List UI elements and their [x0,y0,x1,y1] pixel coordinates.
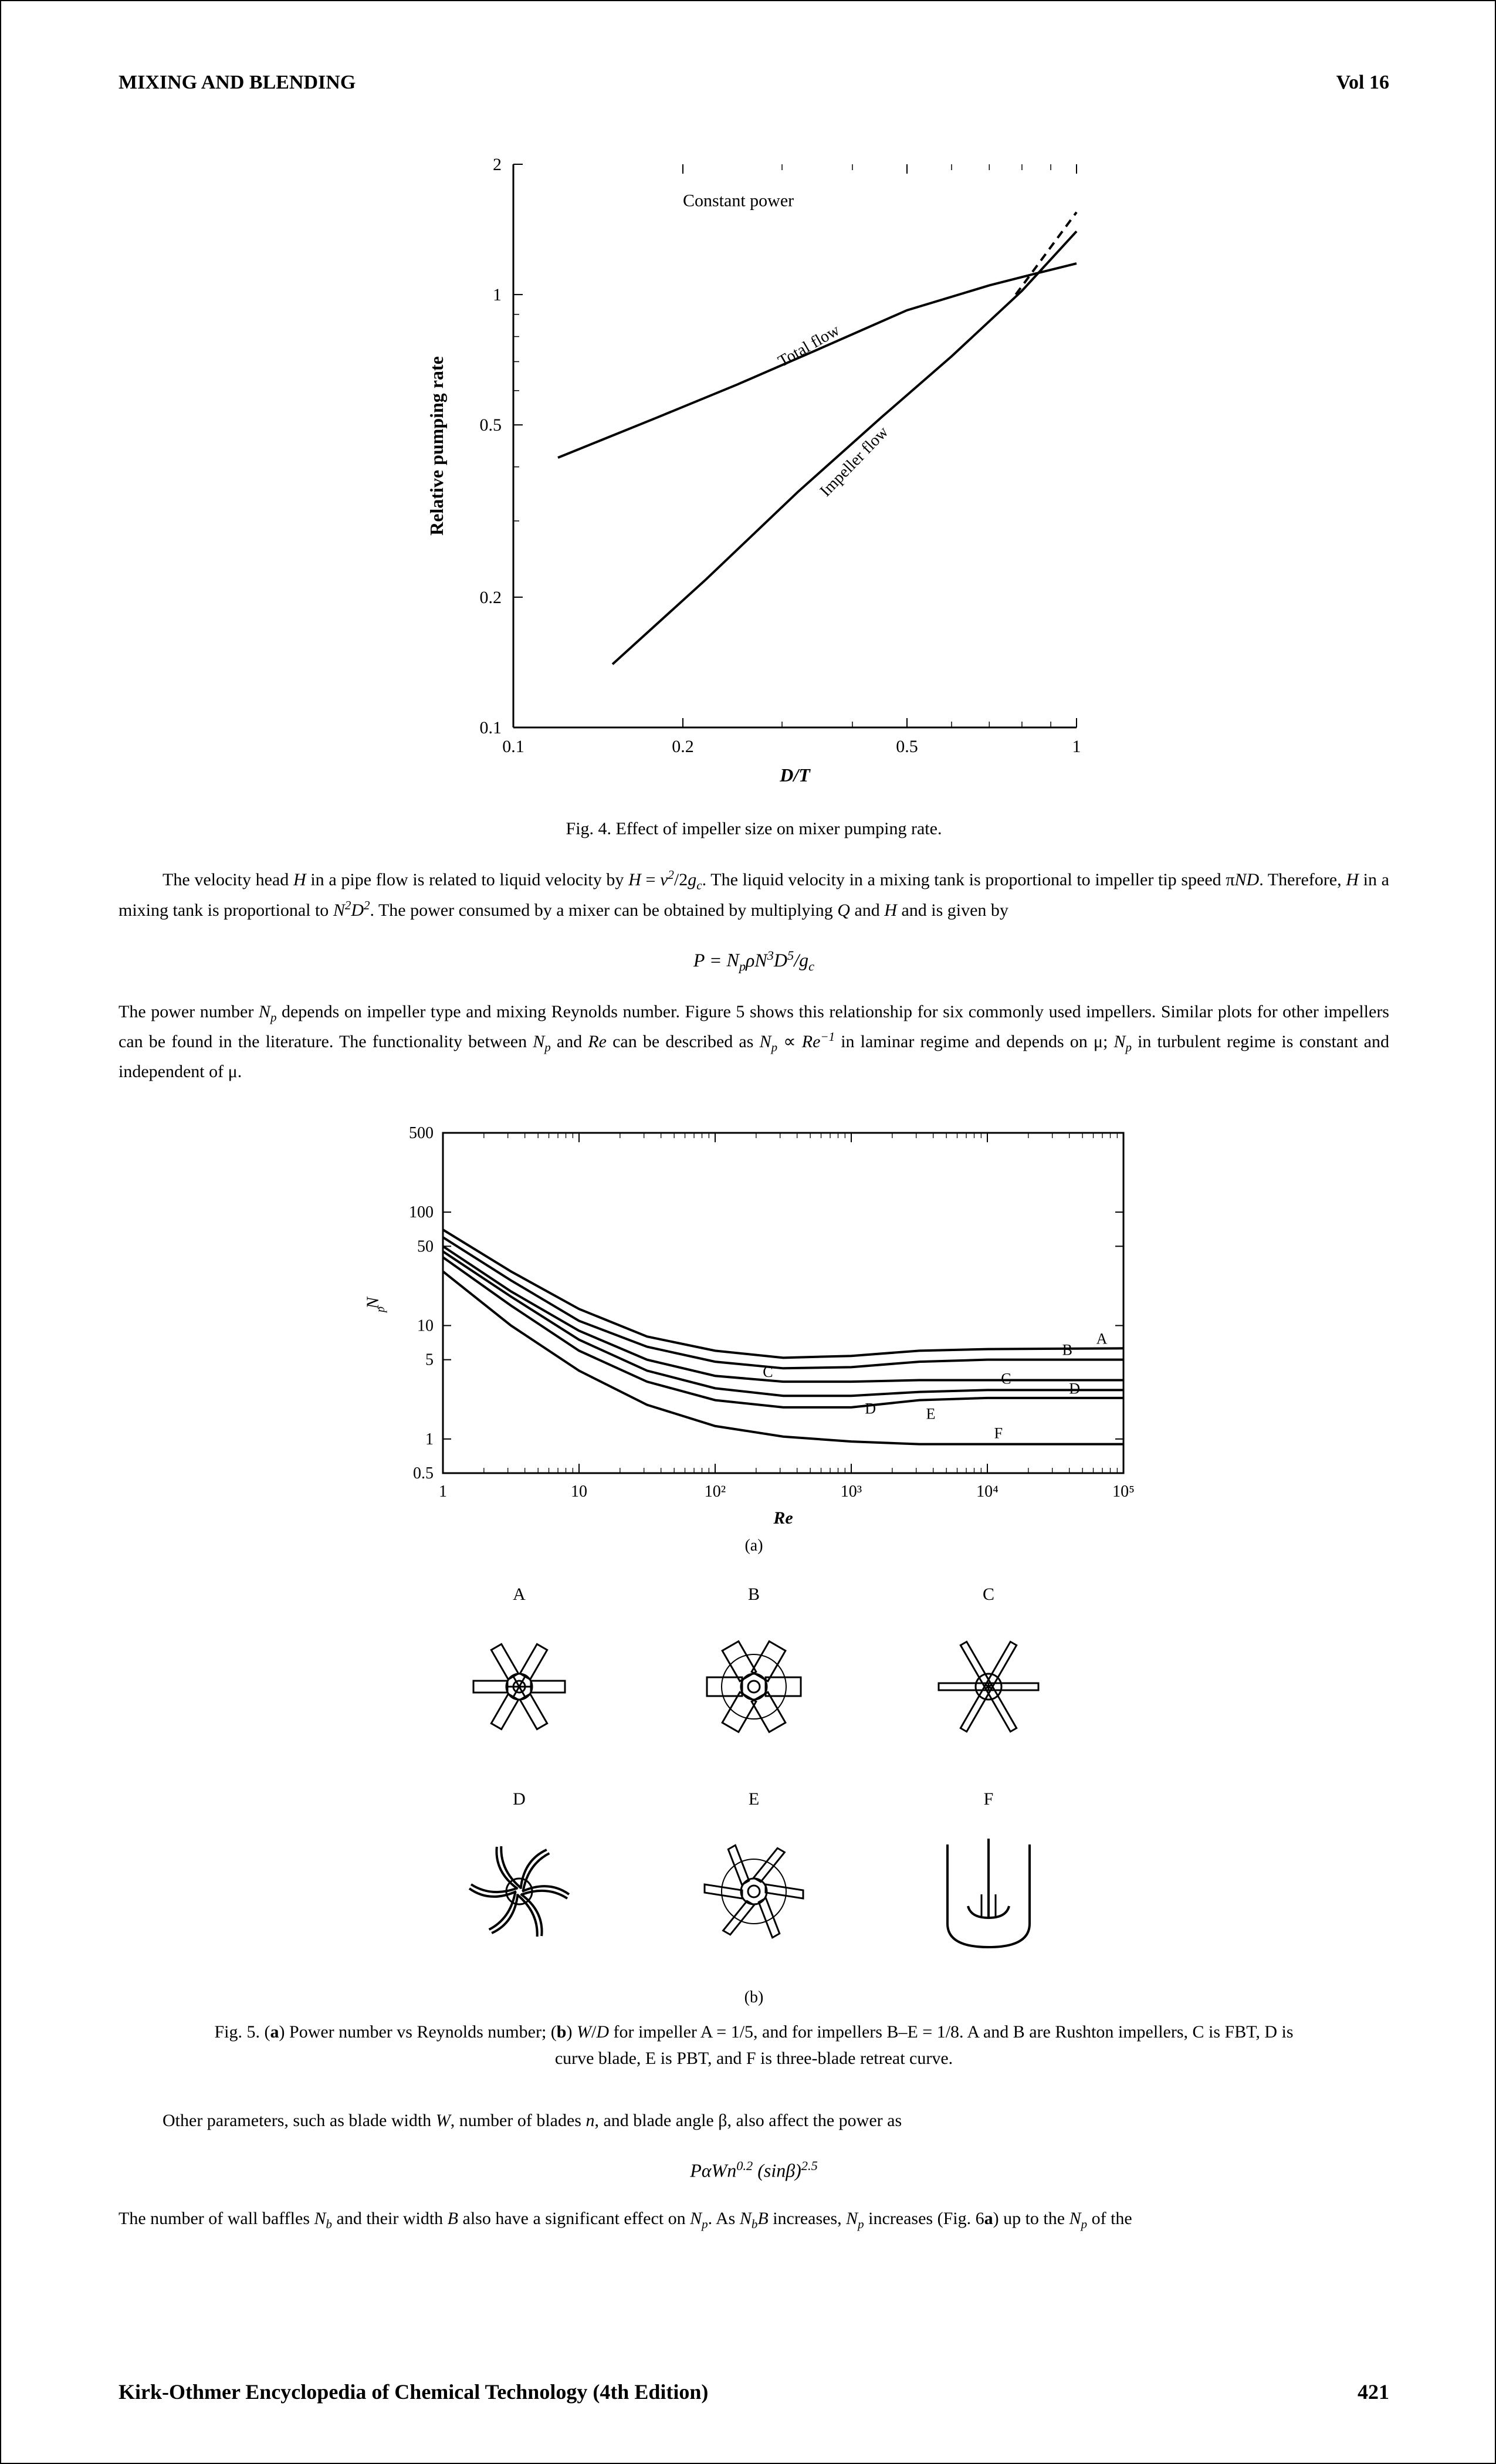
impeller-label: D [425,1789,613,1809]
figure-5b: A B C D E F (b) Fig. 5. (a) Power number vs R… [119,1555,1389,2072]
svg-text:Constant power: Constant power [683,191,794,211]
svg-text:E: E [926,1405,936,1422]
svg-text:0.5: 0.5 [480,415,502,435]
svg-text:0.1: 0.1 [480,718,502,737]
svg-text:F: F [994,1424,1003,1441]
svg-text:10: 10 [571,1483,587,1501]
page-footer: Kirk-Othmer Encyclopedia of Chemical Tec… [119,2380,1389,2404]
svg-text:100: 100 [409,1203,434,1221]
svg-text:50: 50 [417,1237,434,1255]
figure-5a: 1 10 10² 10³ 10⁴ 10⁵ 0.5 1 5 10 50 100 500 A B C D E C D F Re… [119,1109,1389,1555]
impeller-label: A [425,1585,613,1605]
impeller-icon [443,1610,595,1763]
svg-text:500: 500 [409,1124,434,1142]
header-vol: Vol 16 [1336,72,1389,94]
svg-text:1: 1 [1072,737,1081,756]
equation-2: PαWn0.2 (sinβ)2.5 [119,2158,1389,2182]
paragraph-2: The power number Np depends on impeller … [119,998,1389,1086]
svg-text:0.5: 0.5 [896,737,918,756]
svg-text:C: C [763,1363,773,1380]
svg-text:2: 2 [493,155,502,174]
svg-text:1: 1 [425,1430,434,1448]
impeller-label: E [660,1789,848,1809]
impeller-icon [678,1815,830,1968]
impeller-label: C [895,1585,1082,1605]
figure-4: 0.1 0.2 0.5 1 0.1 0.2 0.5 1 2 Constant power Total… [119,129,1389,842]
page-header: MIXING AND BLENDING Vol 16 [119,72,1389,94]
svg-text:Total flow: Total flow [775,321,843,371]
paragraph-4: The number of wall baffles Nb and their … [119,2205,1389,2235]
impeller-grid: A B C D E F [425,1585,1082,1971]
figure-4-caption: Fig. 4. Effect of impeller size on mixer… [566,815,942,842]
impeller-C: C [895,1585,1082,1766]
impeller-label: B [660,1585,848,1605]
svg-text:1: 1 [493,285,502,304]
svg-text:A: A [1096,1330,1108,1347]
impeller-F: F [895,1789,1082,1971]
impeller-icon [678,1610,830,1763]
svg-text:10³: 10³ [841,1483,862,1501]
impeller-label: F [895,1789,1082,1809]
figure-5a-chart: 1 10 10² 10³ 10⁴ 10⁵ 0.5 1 5 10 50 100 500 A B C D E C D F Re… [343,1109,1165,1532]
svg-text:Relative pumping rate: Relative pumping rate [426,356,447,536]
svg-text:1: 1 [439,1483,447,1501]
svg-text:5: 5 [425,1351,434,1369]
svg-text:0.1: 0.1 [502,737,524,756]
page: MIXING AND BLENDING Vol 16 0.10.20.510.1… [0,0,1496,2464]
svg-text:D: D [865,1400,876,1417]
svg-text:0.2: 0.2 [480,588,502,607]
impeller-icon [912,1815,1065,1968]
svg-text:Impeller flow: Impeller flow [817,422,892,500]
impeller-icon [443,1815,595,1968]
svg-text:D/T: D/T [779,764,811,786]
svg-text:10²: 10² [705,1483,726,1501]
paragraph-1: The velocity head H in a pipe flow is re… [119,865,1389,925]
impeller-A: A [425,1585,613,1766]
svg-text:10⁵: 10⁵ [1112,1483,1135,1501]
svg-text:D: D [1069,1380,1080,1397]
figure-4-chart: 0.1 0.2 0.5 1 0.1 0.2 0.5 1 2 Constant power Total… [402,129,1106,804]
svg-text:0.5: 0.5 [413,1464,434,1483]
svg-text:B: B [1062,1341,1072,1358]
footer-book: Kirk-Othmer Encyclopedia of Chemical Tec… [119,2380,708,2404]
impeller-D: D [425,1789,613,1971]
svg-text:p: p [374,1307,387,1314]
figure-5b-sublabel: (b) [744,1988,764,2007]
impeller-E: E [660,1789,848,1971]
figure-5-caption: Fig. 5. (a) Power number vs Reynolds num… [197,2019,1311,2072]
impeller-icon [912,1610,1065,1763]
impeller-B: B [660,1585,848,1766]
equation-1: P = NpρN3D5/gc [119,948,1389,974]
svg-text:Re: Re [773,1508,793,1528]
svg-text:C: C [1001,1370,1011,1387]
figure-5a-sublabel: (a) [744,1536,763,1555]
svg-text:10: 10 [417,1316,434,1335]
header-title: MIXING AND BLENDING [119,72,356,94]
svg-text:0.2: 0.2 [672,737,694,756]
svg-text:10⁴: 10⁴ [976,1483,999,1501]
footer-page: 421 [1358,2380,1389,2404]
paragraph-3: Other parameters, such as blade width W,… [119,2107,1389,2135]
